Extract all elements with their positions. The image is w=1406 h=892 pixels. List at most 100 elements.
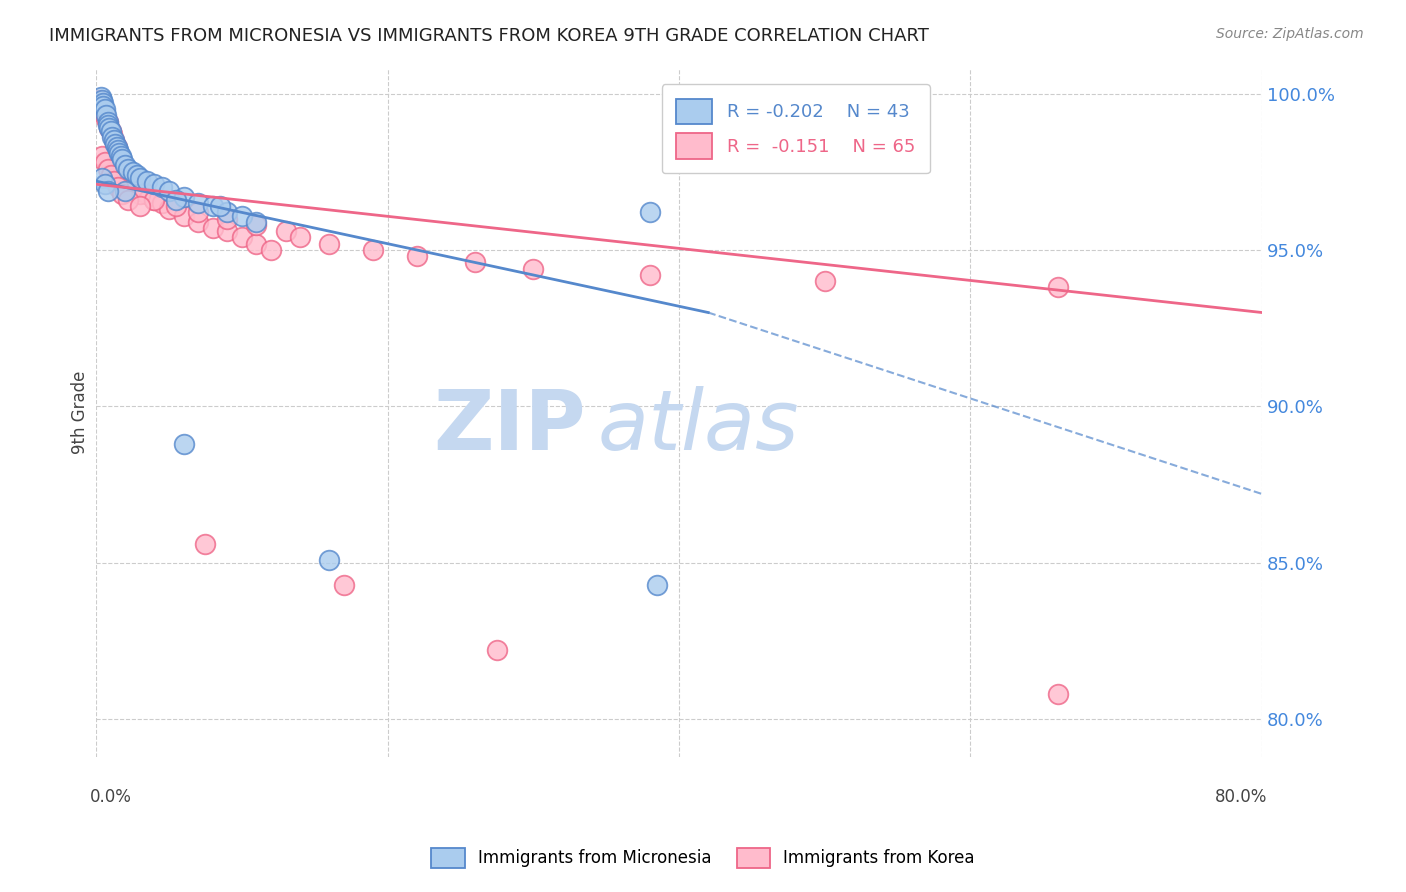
Point bbox=[117, 161, 139, 176]
Point bbox=[111, 186, 134, 201]
Point bbox=[100, 124, 122, 138]
Text: Source: ZipAtlas.com: Source: ZipAtlas.com bbox=[1216, 27, 1364, 41]
Point bbox=[150, 196, 173, 211]
Point bbox=[103, 133, 125, 147]
Text: atlas: atlas bbox=[598, 386, 799, 467]
Point bbox=[91, 99, 114, 113]
Point bbox=[464, 255, 486, 269]
Point bbox=[121, 180, 143, 194]
Point bbox=[101, 130, 124, 145]
Point bbox=[245, 218, 267, 232]
Point bbox=[522, 261, 544, 276]
Text: ZIP: ZIP bbox=[433, 386, 586, 467]
Legend: R = -0.202    N = 43, R =  -0.151    N = 65: R = -0.202 N = 43, R = -0.151 N = 65 bbox=[662, 85, 929, 173]
Point bbox=[157, 202, 180, 217]
Point bbox=[318, 236, 340, 251]
Point bbox=[143, 178, 166, 192]
Point bbox=[143, 193, 166, 207]
Point bbox=[201, 199, 224, 213]
Point bbox=[645, 577, 668, 591]
Point bbox=[107, 168, 129, 182]
Point bbox=[173, 437, 195, 451]
Point bbox=[187, 205, 209, 219]
Point bbox=[107, 143, 129, 157]
Point bbox=[108, 149, 131, 163]
Point bbox=[104, 136, 127, 151]
Point bbox=[274, 224, 297, 238]
Point bbox=[96, 108, 118, 122]
Point bbox=[87, 93, 110, 107]
Point bbox=[231, 209, 253, 223]
Point bbox=[97, 114, 120, 128]
Point bbox=[114, 184, 136, 198]
Point bbox=[1046, 687, 1069, 701]
Point bbox=[245, 215, 267, 229]
Point bbox=[217, 211, 239, 226]
Point bbox=[93, 105, 115, 120]
Point bbox=[187, 215, 209, 229]
Point bbox=[94, 102, 117, 116]
Point bbox=[217, 205, 239, 219]
Point bbox=[638, 268, 661, 282]
Point bbox=[90, 95, 112, 110]
Point bbox=[107, 146, 129, 161]
Point bbox=[143, 193, 166, 207]
Point bbox=[405, 249, 427, 263]
Point bbox=[110, 153, 132, 167]
Point bbox=[245, 236, 267, 251]
Point bbox=[94, 155, 117, 169]
Point bbox=[100, 168, 122, 182]
Point bbox=[173, 190, 195, 204]
Point bbox=[136, 186, 159, 201]
Point bbox=[136, 174, 159, 188]
Point bbox=[105, 139, 128, 153]
Point bbox=[114, 174, 136, 188]
Point bbox=[117, 168, 139, 182]
Point bbox=[105, 139, 128, 153]
Point bbox=[1046, 280, 1069, 294]
Point bbox=[333, 577, 356, 591]
Point bbox=[94, 178, 117, 192]
Point bbox=[260, 243, 283, 257]
Point bbox=[638, 205, 661, 219]
Point bbox=[231, 230, 253, 244]
Point bbox=[201, 221, 224, 235]
Point bbox=[97, 161, 120, 176]
Point bbox=[125, 168, 148, 182]
Point bbox=[103, 174, 125, 188]
Point bbox=[94, 108, 117, 122]
Point bbox=[93, 95, 115, 110]
Point bbox=[194, 537, 217, 551]
Point bbox=[129, 199, 152, 213]
Point bbox=[125, 180, 148, 194]
Point bbox=[129, 171, 152, 186]
Point bbox=[129, 184, 152, 198]
Point bbox=[90, 89, 112, 103]
Point bbox=[173, 209, 195, 223]
Point bbox=[117, 193, 139, 207]
Point bbox=[209, 199, 232, 213]
Point bbox=[814, 274, 837, 288]
Point bbox=[165, 193, 187, 207]
Point bbox=[93, 99, 115, 113]
Point bbox=[485, 643, 508, 657]
Point bbox=[108, 146, 131, 161]
Point bbox=[361, 243, 384, 257]
Point bbox=[97, 114, 120, 128]
Point bbox=[96, 112, 118, 126]
Point bbox=[103, 133, 125, 147]
Point bbox=[111, 153, 134, 167]
Point bbox=[104, 136, 127, 151]
Y-axis label: 9th Grade: 9th Grade bbox=[72, 371, 89, 454]
Point bbox=[217, 224, 239, 238]
Text: IMMIGRANTS FROM MICRONESIA VS IMMIGRANTS FROM KOREA 9TH GRADE CORRELATION CHART: IMMIGRANTS FROM MICRONESIA VS IMMIGRANTS… bbox=[49, 27, 929, 45]
Point bbox=[97, 184, 120, 198]
Point bbox=[187, 196, 209, 211]
Point bbox=[97, 118, 120, 132]
Point bbox=[318, 552, 340, 566]
Point bbox=[101, 127, 124, 141]
Point bbox=[100, 124, 122, 138]
Text: 0.0%: 0.0% bbox=[90, 788, 132, 805]
Legend: Immigrants from Micronesia, Immigrants from Korea: Immigrants from Micronesia, Immigrants f… bbox=[425, 841, 981, 875]
Point bbox=[91, 171, 114, 186]
